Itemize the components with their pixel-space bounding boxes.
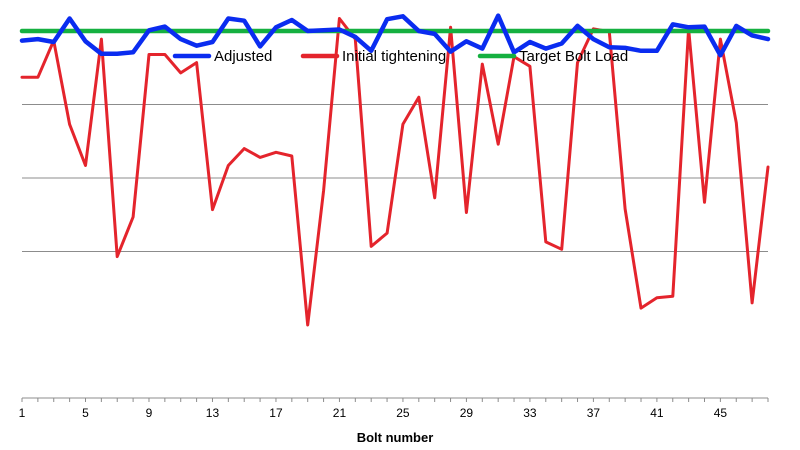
series-line-adjusted [19,13,771,58]
legend: Adjusted Initial tightening Target Bolt Lo… [172,48,628,65]
legend-label-target-bolt-load: Target Bolt Load [519,48,628,65]
x-axis-title: Bolt number [357,430,434,445]
x-tick-label: 37 [587,406,601,420]
x-axis: 1 5 9 13 17 21 25 29 33 37 41 45 [19,397,769,420]
legend-label-adjusted: Adjusted [214,48,272,65]
x-tick-label: 17 [269,406,283,420]
series-line-initial-tightening [20,17,770,327]
x-tick-label: 9 [146,406,153,420]
x-tick-label: 45 [714,406,728,420]
x-tick-label: 25 [396,406,410,420]
x-tick-label: 29 [460,406,474,420]
series-lines [19,13,771,327]
legend-label-initial-tightening: Initial tightening [342,48,446,65]
x-tick-label: 21 [333,406,347,420]
x-tick-label: 33 [523,406,537,420]
x-tick-label: 5 [82,406,89,420]
x-tick-label: 13 [206,406,220,420]
x-tick-label: 1 [19,406,26,420]
x-tick-label: 41 [650,406,664,420]
